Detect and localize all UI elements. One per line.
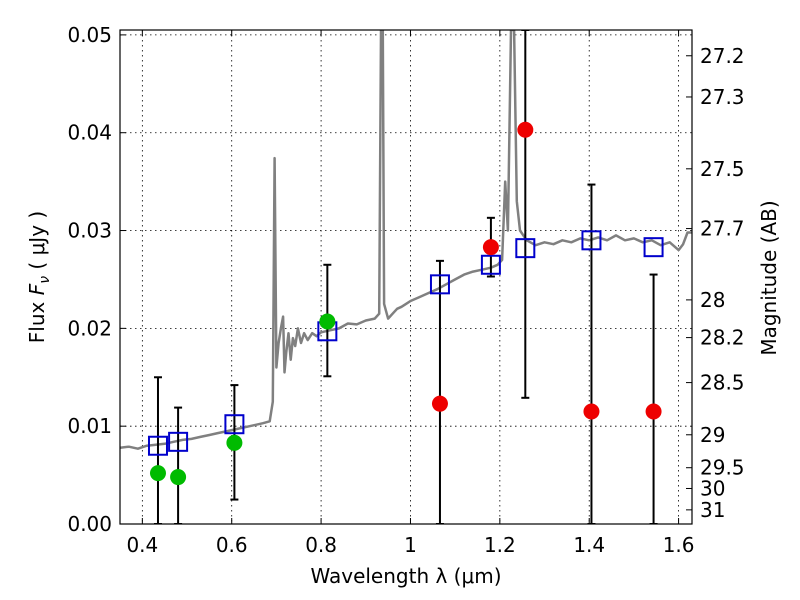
model-photometry-square (168, 431, 189, 452)
grid-lines (120, 30, 692, 525)
y2-tick-label: 28.5 (700, 371, 745, 395)
y2-tick-label: 27.2 (700, 44, 745, 68)
y2-tick-label: 28 (700, 288, 725, 312)
y2-tick-label: 27.5 (700, 157, 745, 181)
y2-tick-label: 29 (700, 423, 725, 447)
spectrum-line (120, 30, 692, 450)
x-tick-label: 1.6 (663, 533, 695, 557)
plot-area (120, 30, 692, 524)
x-axis-title: Wavelength λ (μm) (310, 564, 501, 588)
y-axis-title-symbol: F (25, 283, 49, 295)
y-axis-title: Flux Fν ( μJy ) (25, 211, 53, 343)
y2-tick-label: 29.5 (700, 456, 745, 480)
y-tick-label: 0.03 (67, 219, 112, 243)
x-tick-label: 1.4 (573, 533, 605, 557)
y2-tick-label: 27.7 (700, 217, 745, 241)
y-axis-title-subscript: ν (37, 276, 53, 284)
x-tick-label: 0.8 (305, 533, 337, 557)
plot-frame (119, 29, 693, 525)
model-photometry-square (147, 435, 168, 456)
y2-tick-label: 27.3 (700, 85, 745, 109)
model-photometry-square (581, 230, 602, 251)
y-tick-label: 0.05 (67, 23, 112, 47)
model-photometry-square (480, 254, 501, 275)
axes: 0.4 0.6 0.8 1 1.2 1.4 1.6 0.00 0.01 0.02 0.03 0.04 0… (67, 23, 744, 557)
optical-data-point (170, 469, 187, 486)
y-axis-title-unit: ( μJy ) (25, 211, 49, 276)
y2-tick-label: 28.2 (700, 326, 745, 350)
x-tick-label: 0.6 (216, 533, 248, 557)
y-tick-label: 0.02 (67, 316, 112, 340)
model-photometry-square (643, 237, 664, 258)
y-axis-title-prefix: Flux (25, 295, 49, 343)
nir-data-point (482, 239, 499, 256)
y-tick-label: 0.04 (67, 121, 112, 145)
model-photometry-square (515, 238, 536, 259)
y-tick-label: 0.00 (67, 512, 112, 536)
optical-data-point (226, 434, 243, 451)
y2-tick-label: 30 (700, 476, 725, 500)
x-tick-label: 1.2 (484, 533, 516, 557)
optical-data-point (149, 465, 166, 482)
nir-data-point (583, 403, 600, 420)
model-photometry-square (429, 274, 450, 295)
y2-tick-label: 31 (700, 498, 725, 522)
x-tick-label: 0.4 (126, 533, 158, 557)
nir-data-point (645, 403, 662, 420)
nir-data-point (431, 395, 448, 412)
model-photometry-square (224, 414, 245, 435)
nir-data-point (517, 121, 534, 138)
y-tick-label: 0.01 (67, 414, 112, 438)
y2-axis-title: Magnitude (AB) (757, 200, 781, 355)
x-tick-label: 1 (404, 533, 417, 557)
optical-data-point (319, 313, 336, 330)
